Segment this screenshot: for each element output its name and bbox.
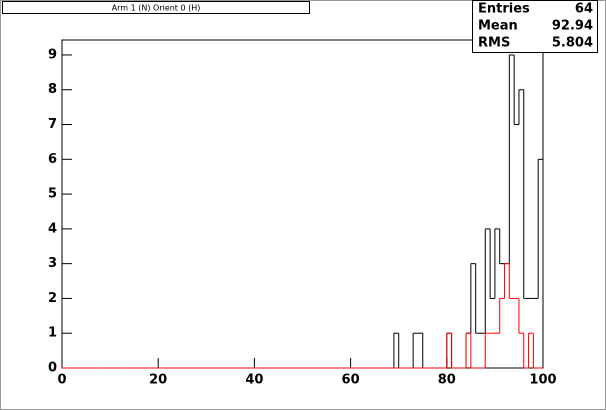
y-tick-label: 5 <box>48 187 57 202</box>
x-tick-label: 20 <box>149 373 167 388</box>
y-tick-label: 7 <box>48 117 57 132</box>
y-tick-label: 8 <box>48 82 57 97</box>
plot-frame <box>61 39 544 369</box>
x-tick-label: 40 <box>245 373 263 388</box>
y-tick-label: 4 <box>48 221 57 236</box>
y-tick-label: 6 <box>48 152 57 167</box>
title-box <box>2 1 310 14</box>
stat-label: RMS <box>478 36 510 51</box>
stats-box <box>472 0 598 53</box>
x-tick-label: 100 <box>529 373 556 388</box>
y-tick-label: 9 <box>48 47 57 62</box>
stat-value: 5.804 <box>552 36 593 51</box>
stat-value: 92.94 <box>552 19 593 34</box>
y-tick-label: 0 <box>48 361 57 376</box>
x-tick-label: 0 <box>57 373 66 388</box>
stat-value: 64 <box>575 2 593 17</box>
y-tick-label: 3 <box>48 256 57 271</box>
x-tick-label: 60 <box>342 373 360 388</box>
stat-label: Mean <box>478 19 518 34</box>
stat-label: Entries <box>478 2 530 17</box>
chart-title: Arm 1 (N) Orient 0 (H) <box>112 4 201 13</box>
y-tick-label: 2 <box>48 291 57 306</box>
y-tick-label: 1 <box>48 326 57 341</box>
x-tick-label: 80 <box>438 373 456 388</box>
